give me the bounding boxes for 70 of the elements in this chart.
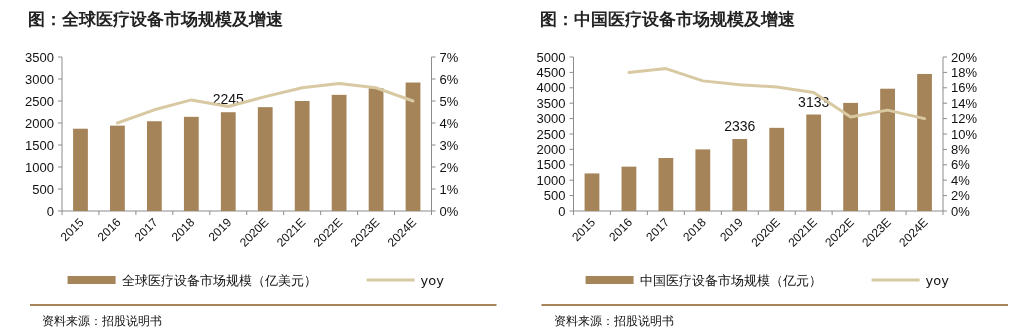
y-tick-label: 500: [543, 188, 566, 204]
legend-label: 全球医疗设备市场规模（亿美元）: [121, 273, 317, 288]
legend-label: 中国医疗设备市场规模（亿元）: [639, 273, 822, 288]
bar: [732, 139, 748, 211]
chart-title: 图：全球医疗设备市场规模及增速: [28, 9, 283, 29]
bar: [843, 102, 859, 211]
bar: [584, 173, 600, 211]
y2-tick-label: 5%: [439, 93, 459, 109]
y-tick-label: 1500: [536, 157, 566, 173]
bar: [806, 114, 822, 211]
y-tick-label: 0: [46, 203, 54, 219]
y-tick-label: 500: [32, 181, 54, 197]
data-label: 3133: [798, 93, 830, 110]
chart-title: 图：中国医疗设备市场规模及增速: [539, 9, 795, 29]
bar: [331, 94, 347, 211]
y2-tick-label: 20%: [951, 49, 978, 65]
bar: [146, 121, 162, 211]
y2-tick-label: 10%: [951, 126, 978, 142]
y2-tick-label: 0%: [951, 203, 971, 219]
bar: [220, 112, 236, 211]
y2-tick-label: 6%: [439, 71, 459, 87]
y2-tick-label: 6%: [951, 157, 971, 173]
bar: [405, 82, 421, 211]
y-tick-label: 4000: [536, 80, 566, 96]
y2-tick-label: 4%: [439, 115, 459, 131]
bar: [257, 107, 273, 211]
y-tick-label: 4500: [536, 64, 566, 80]
bar: [621, 166, 637, 211]
data-label: 2336: [724, 118, 756, 135]
y-tick-label: 2500: [536, 126, 566, 142]
y2-tick-label: 1%: [439, 181, 459, 197]
bar: [769, 127, 785, 211]
legend-label: yoy: [925, 273, 950, 288]
y-tick-label: 3500: [536, 95, 566, 111]
y2-tick-label: 16%: [951, 80, 978, 96]
y2-tick-label: 8%: [951, 141, 971, 157]
legend-label: yoy: [420, 273, 445, 288]
y-tick-label: 2500: [25, 93, 54, 109]
y2-tick-label: 12%: [951, 111, 978, 127]
y-tick-label: 1500: [25, 137, 54, 153]
y2-tick-label: 0%: [439, 203, 459, 219]
y2-tick-label: 3%: [439, 137, 459, 153]
y2-tick-label: 4%: [951, 172, 971, 188]
y-tick-label: 1000: [536, 172, 566, 188]
line-series: [627, 67, 927, 121]
y-tick-label: 0: [558, 203, 566, 219]
y-tick-label: 3500: [25, 49, 54, 65]
y2-tick-label: 7%: [439, 49, 459, 65]
y2-tick-label: 18%: [951, 64, 978, 80]
bar: [73, 128, 88, 211]
bar: [368, 88, 384, 211]
bar: [658, 158, 674, 211]
y-tick-label: 2000: [536, 141, 566, 157]
bar: [880, 88, 895, 211]
y2-tick-label: 2%: [951, 188, 971, 204]
text: 资料来源：招股说明书: [553, 314, 674, 328]
y-tick-label: 2000: [25, 115, 54, 131]
bar: [110, 125, 125, 211]
bar: [695, 149, 711, 211]
bar: [294, 101, 310, 211]
bar: [183, 116, 199, 211]
y-tick-label: 3000: [25, 71, 54, 87]
y2-tick-label: 14%: [951, 95, 978, 111]
line-series: [115, 81, 415, 125]
y2-tick-label: 2%: [439, 159, 459, 175]
y-tick-label: 5000: [536, 49, 566, 65]
y-tick-label: 1000: [25, 159, 54, 175]
y-tick-label: 3000: [536, 111, 566, 127]
bar: [917, 73, 932, 211]
text: 资料来源：招股说明书: [42, 314, 162, 328]
